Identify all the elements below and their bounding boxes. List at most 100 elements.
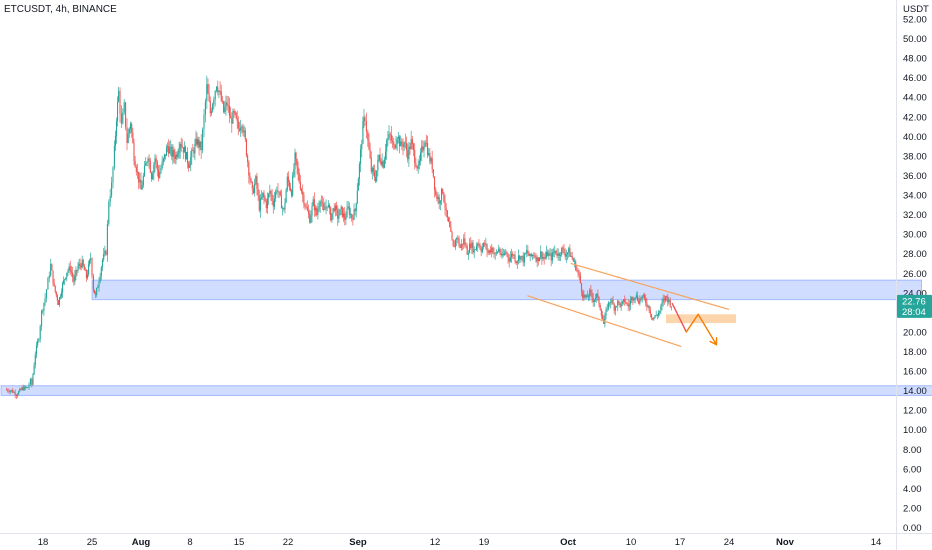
candle-body — [662, 298, 664, 303]
candle-body — [541, 251, 543, 259]
candle-body — [63, 280, 65, 284]
candle-body — [547, 251, 549, 257]
candle-body — [262, 192, 264, 198]
candle-body — [33, 365, 35, 375]
candle-body — [90, 258, 92, 260]
candle-body — [163, 154, 165, 159]
candle-body — [65, 277, 67, 280]
candle-body — [248, 162, 250, 176]
candle-body — [255, 176, 257, 184]
time-tick-label: Sep — [349, 537, 367, 548]
time-tick-label: 15 — [234, 537, 245, 548]
candle-body — [450, 226, 452, 232]
candle-body — [259, 198, 262, 211]
candle-body — [108, 202, 110, 224]
candle-body — [601, 315, 604, 320]
candle-body — [335, 205, 338, 210]
channel-trend-line — [570, 262, 730, 311]
candle-body — [16, 394, 19, 396]
candle-body — [283, 208, 285, 210]
candle-body — [9, 390, 11, 392]
time-tick-label: Nov — [776, 537, 795, 548]
candle-body — [638, 300, 640, 304]
candle-body — [82, 259, 84, 266]
candle-body — [23, 386, 25, 391]
candle-body — [326, 206, 328, 208]
candle-body — [563, 249, 565, 254]
candle-body — [337, 209, 339, 219]
candle-body — [149, 160, 151, 173]
candle-body — [251, 181, 253, 189]
candle-body — [583, 294, 585, 298]
candle-body — [636, 295, 639, 301]
candle-body — [347, 206, 349, 209]
projection-segment — [671, 302, 687, 333]
candle-body — [37, 341, 39, 346]
candle-body — [617, 300, 619, 307]
candle-body — [374, 177, 377, 182]
price-tick-label: 50.00 — [903, 34, 927, 45]
price-tick-label: 30.00 — [903, 230, 927, 241]
candle-body — [391, 140, 394, 142]
candle-body — [290, 190, 293, 196]
candle-body — [136, 171, 139, 173]
candle-body — [143, 165, 146, 176]
candle-body — [295, 152, 297, 160]
candle-body — [611, 300, 613, 302]
last-price-badge: 22.76 28:04 — [897, 294, 932, 318]
candle-body — [642, 295, 644, 296]
candle-body — [338, 215, 340, 219]
candle-body — [378, 154, 380, 160]
candle-body — [613, 304, 615, 311]
candle-body — [321, 202, 324, 204]
candle-body — [669, 300, 671, 307]
candle-body — [147, 158, 149, 163]
candle-body — [603, 319, 605, 324]
candle-body — [266, 198, 269, 209]
candle-body — [91, 258, 93, 276]
candle-body — [115, 121, 118, 136]
projection-arrow-head — [709, 336, 718, 346]
candle-body — [122, 112, 124, 124]
candle-body — [402, 145, 404, 147]
candle-body — [313, 199, 315, 211]
candle-body — [454, 239, 457, 247]
candle-body — [247, 155, 249, 163]
candle-body — [61, 292, 63, 297]
candle-body — [74, 275, 76, 282]
candle-body — [410, 139, 412, 149]
candle-body — [197, 139, 199, 145]
candle-body — [120, 113, 122, 124]
candle-body — [661, 302, 663, 306]
candle-body — [639, 298, 641, 304]
currency-label: USDT — [903, 4, 929, 15]
candle-body — [355, 203, 357, 211]
candle-body — [208, 93, 210, 101]
candle-body — [458, 238, 460, 246]
candle-body — [605, 309, 607, 316]
candle-body — [438, 196, 440, 204]
candle-body — [140, 179, 142, 190]
candle-body — [652, 317, 654, 320]
candle-body — [145, 163, 147, 166]
symbol-title[interactable]: ETCUSDT, 4h, BINANCE — [4, 4, 117, 15]
candle-body — [218, 90, 220, 92]
price-axis-ticks[interactable]: 0.00 2.00 4.00 6.00 8.00 10.00 12.00 14.00 16.00… — [903, 15, 927, 535]
candle-body — [463, 238, 465, 245]
candle-body — [132, 132, 134, 143]
candle-body — [426, 142, 429, 156]
price-tick-label: 32.00 — [903, 210, 927, 221]
candle-body — [200, 141, 202, 151]
candle-body — [100, 267, 102, 277]
candle-body — [172, 150, 174, 157]
candle-body — [418, 160, 420, 165]
candle-body — [457, 238, 459, 239]
candle-body — [299, 181, 301, 190]
candle-body — [668, 300, 670, 303]
price-tick-label: 16.00 — [903, 367, 927, 378]
candle-body — [534, 255, 536, 258]
candle-body — [449, 221, 451, 227]
candles-layer — [5, 75, 673, 400]
time-axis-ticks[interactable]: 18 25 Aug 8 15 22 Sep 12 19 Oct 10 17 24 Nov 14 — [38, 537, 882, 548]
